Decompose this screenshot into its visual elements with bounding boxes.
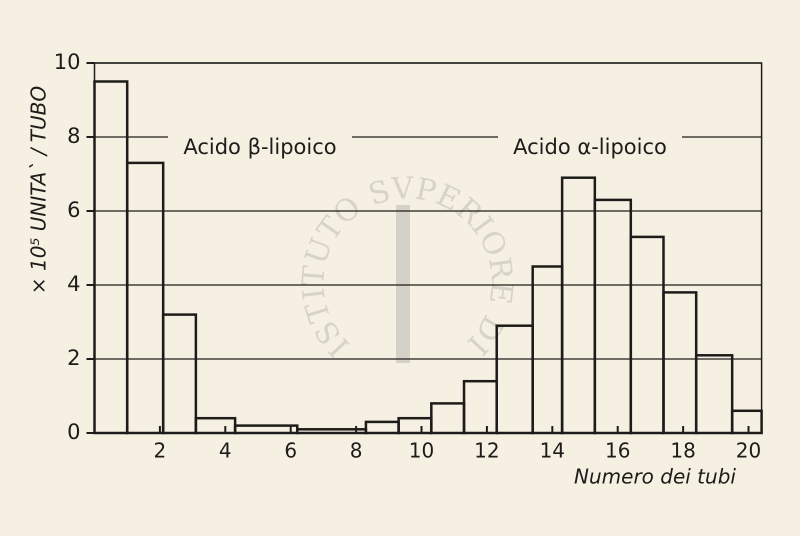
y-tick-label: 2 <box>67 346 80 370</box>
x-tick-label: 4 <box>219 439 232 463</box>
x-tick-label: 18 <box>670 439 695 463</box>
y-tick-label: 6 <box>67 198 80 222</box>
x-tick-label: 2 <box>154 439 167 463</box>
bar <box>730 409 763 435</box>
y-tick-label: 4 <box>67 272 80 296</box>
annotation-bg <box>498 131 682 165</box>
y-tick-label: 0 <box>67 420 80 444</box>
bar <box>125 161 165 435</box>
x-tick-label: 8 <box>350 439 363 463</box>
x-tick-label: 6 <box>284 439 297 463</box>
x-tick-label: 20 <box>736 439 761 463</box>
y-tick-label: 8 <box>67 124 80 148</box>
x-tick-label: 14 <box>540 439 565 463</box>
annotation: Acido β-lipoico <box>183 135 336 159</box>
x-tick-label: 16 <box>605 439 630 463</box>
annotation: Acido α-lipoico <box>513 135 667 159</box>
annotation-bg <box>168 131 352 165</box>
bar <box>694 354 734 435</box>
bar <box>161 313 198 435</box>
y-tick-label: 10 <box>54 50 81 74</box>
y-axis-label: × 10⁵ UNITA` / TUBO <box>27 86 51 294</box>
x-axis-label: Numero dei tubi <box>574 465 736 489</box>
x-tick-label: 10 <box>409 439 434 463</box>
watermark-staff <box>396 205 410 363</box>
x-tick-label: 12 <box>474 439 499 463</box>
